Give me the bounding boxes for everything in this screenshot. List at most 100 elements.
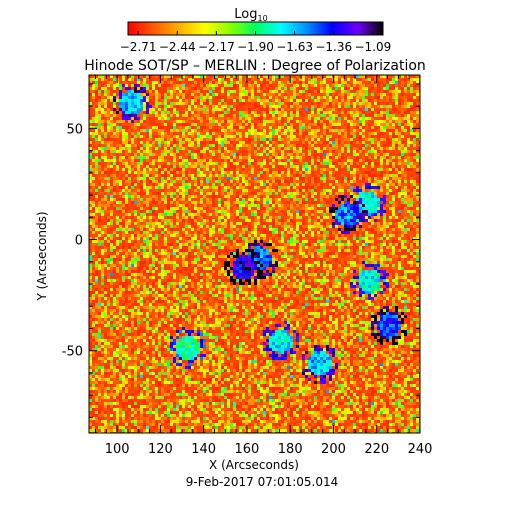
heatmap-cell — [116, 141, 119, 144]
heatmap-cell — [311, 150, 314, 153]
heatmap-cell — [353, 153, 356, 156]
heatmap-cell — [356, 150, 359, 153]
heatmap-cell — [122, 204, 125, 207]
heatmap-cell — [290, 78, 293, 81]
heatmap-cell — [140, 189, 143, 192]
heatmap-cell — [182, 105, 185, 108]
heatmap-cell — [335, 165, 338, 168]
heatmap-cell — [170, 99, 173, 102]
heatmap-cell — [332, 153, 335, 156]
heatmap-cell — [404, 153, 407, 156]
heatmap-cell — [329, 201, 332, 204]
heatmap-cell — [374, 201, 377, 204]
heatmap-cell — [176, 180, 179, 183]
heatmap-cell — [353, 105, 356, 108]
heatmap-cell — [374, 150, 377, 153]
heatmap-cell — [203, 84, 206, 87]
heatmap-cell — [383, 120, 386, 123]
heatmap-cell — [311, 192, 314, 195]
heatmap-cell — [311, 93, 314, 96]
heatmap-cell — [395, 102, 398, 105]
heatmap-cell — [335, 81, 338, 84]
heatmap-cell — [194, 108, 197, 111]
heatmap-cell — [311, 108, 314, 111]
heatmap-cell — [101, 204, 104, 207]
heatmap-cell — [167, 171, 170, 174]
heatmap-cell — [404, 102, 407, 105]
heatmap-cell — [326, 132, 329, 135]
heatmap-cell — [170, 201, 173, 204]
heatmap-cell — [185, 117, 188, 120]
heatmap-cell — [230, 75, 233, 78]
heatmap-cell — [368, 81, 371, 84]
heatmap-cell — [293, 99, 296, 102]
heatmap-cell — [206, 192, 209, 195]
heatmap-cell — [92, 162, 95, 165]
heatmap-cell — [395, 141, 398, 144]
heatmap-cell — [131, 108, 134, 111]
heatmap-cell — [200, 171, 203, 174]
heatmap-cell — [260, 135, 263, 138]
heatmap-cell — [125, 114, 128, 117]
heatmap-cell — [209, 153, 212, 156]
heatmap-cell — [338, 135, 341, 138]
heatmap-cell — [416, 99, 419, 102]
heatmap-cell — [362, 75, 365, 78]
heatmap-cell — [224, 114, 227, 117]
heatmap-cell — [338, 111, 341, 114]
heatmap-cell — [164, 144, 167, 147]
heatmap-cell — [158, 168, 161, 171]
heatmap-cell — [302, 174, 305, 177]
heatmap-cell — [191, 195, 194, 198]
heatmap-cell — [398, 120, 401, 123]
heatmap-cell — [182, 159, 185, 162]
heatmap-cell — [416, 177, 419, 180]
heatmap-cell — [248, 111, 251, 114]
heatmap-cell — [323, 135, 326, 138]
heatmap-cell — [122, 150, 125, 153]
heatmap-cell — [398, 153, 401, 156]
heatmap-cell — [110, 195, 113, 198]
heatmap-cell — [281, 183, 284, 186]
heatmap-cell — [158, 93, 161, 96]
heatmap-cell — [368, 111, 371, 114]
heatmap-cell — [164, 108, 167, 111]
heatmap-cell — [218, 87, 221, 90]
heatmap-cell — [101, 141, 104, 144]
heatmap-cell — [269, 78, 272, 81]
heatmap-cell — [140, 153, 143, 156]
heatmap-cell — [95, 207, 98, 210]
heatmap-cell — [92, 93, 95, 96]
heatmap-cell — [314, 114, 317, 117]
heatmap-cell — [116, 180, 119, 183]
heatmap-cell — [296, 123, 299, 126]
heatmap-cell — [185, 108, 188, 111]
heatmap-cell — [110, 204, 113, 207]
heatmap-cell — [377, 117, 380, 120]
heatmap-cell — [356, 105, 359, 108]
heatmap-cell — [197, 90, 200, 93]
heatmap-cell — [287, 141, 290, 144]
heatmap-cell — [413, 105, 416, 108]
heatmap-cell — [353, 195, 356, 198]
heatmap-cell — [299, 171, 302, 174]
heatmap-cell — [263, 144, 266, 147]
heatmap-cell — [236, 111, 239, 114]
heatmap-cell — [203, 117, 206, 120]
heatmap-cell — [302, 84, 305, 87]
heatmap-cell — [323, 108, 326, 111]
heatmap-cell — [395, 87, 398, 90]
heatmap-cell — [281, 171, 284, 174]
heatmap-cell — [155, 135, 158, 138]
heatmap-cell — [170, 162, 173, 165]
heatmap-cell — [149, 81, 152, 84]
heatmap-cell — [284, 195, 287, 198]
heatmap-cell — [332, 114, 335, 117]
heatmap-cell — [161, 117, 164, 120]
heatmap-cell — [410, 180, 413, 183]
heatmap-cell — [113, 159, 116, 162]
heatmap-cell — [281, 150, 284, 153]
heatmap-cell — [290, 201, 293, 204]
heatmap-cell — [149, 102, 152, 105]
heatmap-cell — [347, 99, 350, 102]
